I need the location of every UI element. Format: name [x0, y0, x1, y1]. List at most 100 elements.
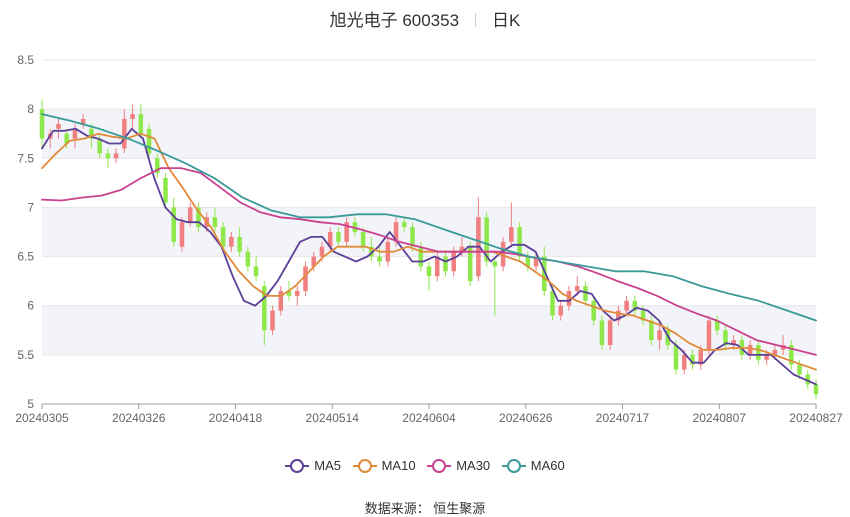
- candle-body: [616, 310, 621, 321]
- candle: [39, 99, 45, 149]
- legend-ma30-label: MA30: [456, 458, 491, 473]
- candle-body: [418, 246, 424, 267]
- candle-body: [426, 266, 432, 277]
- x-tick-label: 20240326: [112, 411, 166, 425]
- candle: [756, 340, 761, 365]
- candle-body: [39, 109, 45, 139]
- candle-body: [237, 236, 242, 252]
- candle-body: [690, 354, 695, 365]
- candle-body: [303, 266, 308, 291]
- y-axis: 8.5 8 7.5 7 6.5 6 5.5 5: [17, 53, 34, 411]
- candle: [262, 281, 267, 346]
- ma-line-ma5: [41, 127, 817, 386]
- y-tick-label: 5: [27, 397, 34, 411]
- candle: [72, 123, 78, 149]
- candle: [196, 202, 201, 232]
- legend-item-ma60[interactable]: MA60: [501, 458, 565, 473]
- candle-body: [599, 320, 605, 346]
- legend: MA5 MA10 MA30 MA60: [0, 458, 850, 476]
- candle: [171, 197, 177, 247]
- candle-body: [155, 158, 160, 174]
- candle-body: [402, 222, 407, 228]
- candle-body: [146, 128, 152, 154]
- candle: [64, 128, 69, 149]
- legend-ma5-marker: [285, 458, 310, 473]
- candle: [278, 286, 284, 316]
- candle: [56, 118, 61, 139]
- x-tick-label: 20240418: [209, 411, 263, 425]
- candle: [426, 261, 432, 291]
- candle: [706, 315, 712, 355]
- candle-body: [632, 300, 638, 311]
- candle-body: [805, 374, 811, 385]
- legend-ma10-marker: [352, 458, 377, 473]
- candlesticks: [39, 99, 819, 400]
- candle-body: [731, 340, 736, 346]
- candle: [533, 251, 539, 272]
- candle: [179, 217, 185, 252]
- legend-item-ma5[interactable]: MA5: [285, 458, 341, 473]
- y-tick-label: 8: [27, 102, 34, 116]
- candle-body: [393, 222, 399, 242]
- x-tick-label: 20240717: [596, 411, 650, 425]
- candle-body: [179, 222, 185, 247]
- title-separator: [475, 13, 477, 27]
- candle-body: [764, 354, 769, 360]
- candle-body: [517, 227, 522, 257]
- candle-body: [212, 217, 218, 228]
- x-axis: 20240305 20240326 20240418 20240514 20240604…: [15, 403, 843, 425]
- y-tick-label: 5.5: [17, 348, 34, 362]
- candle-body: [533, 256, 539, 267]
- candle-body: [64, 133, 69, 144]
- x-tick-label: 20240604: [402, 411, 456, 425]
- y-tick-label: 7: [27, 200, 34, 214]
- candle-body: [72, 128, 78, 139]
- candle: [632, 295, 638, 316]
- candle: [253, 256, 259, 282]
- candle-body: [187, 207, 193, 223]
- candle: [649, 315, 654, 346]
- candle-body: [459, 246, 465, 252]
- candle-body: [443, 256, 448, 272]
- candle-body: [525, 256, 531, 267]
- candle: [146, 123, 152, 159]
- candle-body: [360, 232, 366, 247]
- y-tick-label: 6: [27, 299, 34, 313]
- candle: [467, 241, 473, 287]
- y-tick-label: 7.5: [17, 151, 34, 165]
- candle-body: [336, 232, 341, 242]
- candle-body: [789, 345, 794, 365]
- candle: [813, 379, 819, 400]
- legend-item-ma30[interactable]: MA30: [427, 458, 490, 473]
- candle: [443, 251, 448, 277]
- legend-item-ma10[interactable]: MA10: [352, 458, 416, 473]
- candle: [591, 295, 596, 326]
- candle-body: [566, 290, 572, 306]
- candle: [220, 222, 226, 252]
- candle-body: [56, 123, 61, 129]
- candle-body: [253, 266, 259, 277]
- candle-body: [286, 290, 292, 296]
- candle: [105, 148, 111, 169]
- candle-body: [278, 290, 284, 311]
- ma-line-ma60: [41, 113, 817, 322]
- candle: [113, 148, 119, 164]
- candle: [163, 173, 168, 208]
- candle-body: [262, 286, 267, 331]
- candle: [747, 340, 753, 360]
- candle: [270, 305, 275, 336]
- candle-body: [640, 310, 646, 321]
- candle-body: [542, 256, 547, 291]
- chart-title: 旭光电子 600353 日K: [0, 6, 850, 31]
- candle-body: [138, 114, 144, 134]
- candle: [616, 305, 621, 326]
- candle: [583, 281, 588, 306]
- candle-body: [434, 256, 440, 277]
- candle: [97, 133, 102, 159]
- data-source: 数据来源： 恒生聚源: [364, 501, 486, 516]
- candle: [212, 207, 218, 232]
- candle: [303, 261, 308, 296]
- candle: [566, 286, 572, 311]
- candle-body: [171, 207, 177, 242]
